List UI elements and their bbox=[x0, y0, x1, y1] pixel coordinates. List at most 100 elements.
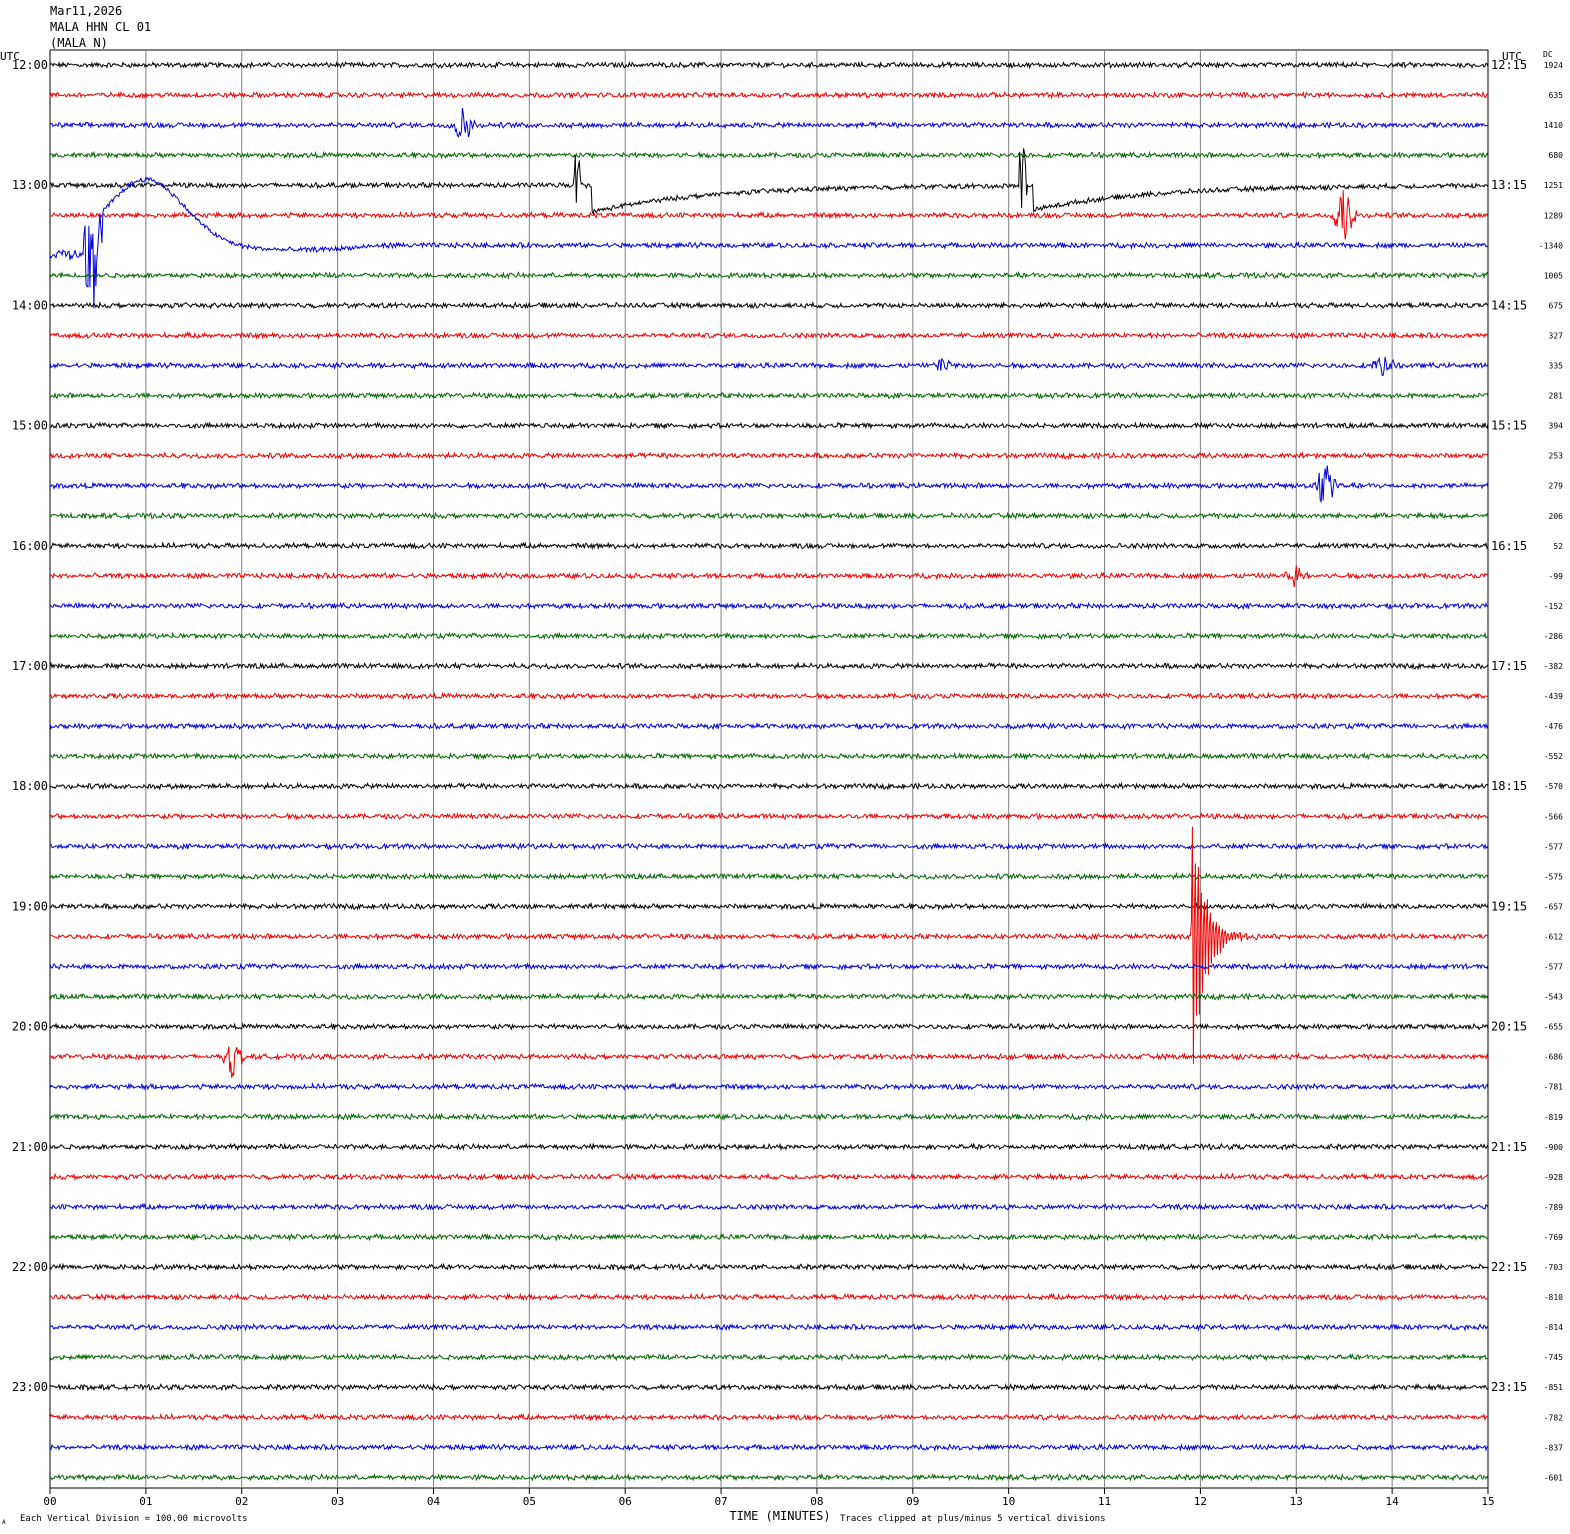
trace-line bbox=[49, 1022, 1489, 1032]
dc-offset-label: 281 bbox=[1549, 392, 1564, 401]
x-axis-label: TIME (MINUTES) bbox=[729, 1509, 830, 1523]
trace-line bbox=[49, 107, 1489, 138]
x-tick-label: 15 bbox=[1481, 1495, 1494, 1508]
dc-offset-label: 1410 bbox=[1544, 121, 1563, 130]
trace-line bbox=[49, 1142, 1489, 1152]
dc-offset-label: 253 bbox=[1549, 452, 1564, 461]
trace-line bbox=[49, 300, 1489, 310]
right-time-label: 14:15 bbox=[1491, 298, 1527, 312]
trace-line bbox=[49, 991, 1489, 1001]
left-time-label: 15:00 bbox=[12, 419, 48, 433]
x-tick-label: 05 bbox=[523, 1495, 536, 1508]
trace-line bbox=[49, 811, 1489, 821]
right-time-label: 23:15 bbox=[1491, 1380, 1527, 1394]
dc-offset-label: 394 bbox=[1549, 422, 1564, 431]
trace-line bbox=[49, 661, 1489, 671]
trace-line bbox=[49, 60, 1489, 70]
left-time-label: 17:00 bbox=[12, 659, 48, 673]
right-time-label: 21:15 bbox=[1491, 1140, 1527, 1154]
dc-offset-label: -789 bbox=[1544, 1203, 1563, 1212]
trace-line bbox=[49, 1112, 1489, 1122]
dc-offset-label: 1924 bbox=[1544, 61, 1563, 70]
dc-offset-label: -612 bbox=[1544, 932, 1563, 941]
dc-offset-label: -570 bbox=[1544, 782, 1563, 791]
right-time-label: 17:15 bbox=[1491, 659, 1527, 673]
dc-offset-label: -286 bbox=[1544, 632, 1563, 641]
dc-offset-label: -152 bbox=[1544, 602, 1563, 611]
x-tick-label: 09 bbox=[906, 1495, 919, 1508]
left-time-label: 13:00 bbox=[12, 178, 48, 192]
x-tick-label: 10 bbox=[1002, 1495, 1015, 1508]
dc-offset-label: -655 bbox=[1544, 1023, 1563, 1032]
trace-line bbox=[49, 1046, 1489, 1078]
x-tick-label: 12 bbox=[1194, 1495, 1207, 1508]
trace-line bbox=[49, 1082, 1489, 1092]
right-time-label: 18:15 bbox=[1491, 779, 1527, 793]
x-tick-label: 08 bbox=[810, 1495, 823, 1508]
trace-line bbox=[49, 356, 1489, 377]
right-time-label: 16:15 bbox=[1491, 539, 1527, 553]
trace-line bbox=[49, 1382, 1489, 1392]
dc-offset-label: -814 bbox=[1544, 1323, 1563, 1332]
trace-line bbox=[49, 841, 1489, 851]
right-time-label: 13:15 bbox=[1491, 178, 1527, 192]
dc-offset-label: -851 bbox=[1544, 1383, 1563, 1392]
dc-offset-label: -928 bbox=[1544, 1173, 1563, 1182]
trace-line bbox=[49, 190, 1489, 240]
right-time-label: 19:15 bbox=[1491, 899, 1527, 913]
dc-offset-label: -476 bbox=[1544, 722, 1563, 731]
dc-offset-label: -566 bbox=[1544, 812, 1563, 821]
trace-line bbox=[49, 751, 1489, 761]
trace-line bbox=[49, 421, 1489, 430]
dc-offset-label: -543 bbox=[1544, 993, 1563, 1002]
dc-offset-label: -900 bbox=[1544, 1143, 1563, 1152]
trace-line bbox=[49, 451, 1489, 461]
right-utc-label: UTC bbox=[1502, 50, 1522, 63]
footer-marker: A bbox=[2, 1519, 6, 1526]
trace-line bbox=[49, 1443, 1489, 1452]
left-time-label: 14:00 bbox=[12, 298, 48, 312]
trace-line bbox=[49, 1412, 1489, 1422]
trace-line bbox=[49, 175, 1489, 309]
trace-line bbox=[49, 565, 1489, 588]
left-utc-label: UTC bbox=[0, 50, 20, 63]
dc-offset-label: 335 bbox=[1549, 362, 1564, 371]
trace-line bbox=[49, 1262, 1489, 1272]
trace-line bbox=[49, 331, 1489, 340]
dc-offset-label: -769 bbox=[1544, 1233, 1563, 1242]
dc-offset-label: -99 bbox=[1549, 572, 1564, 581]
dc-offset-label: -819 bbox=[1544, 1113, 1563, 1122]
left-time-label: 22:00 bbox=[12, 1260, 48, 1274]
dc-offset-label: 327 bbox=[1549, 331, 1564, 340]
scale-note: Each Vertical Division = 100.00 microvol… bbox=[20, 1514, 248, 1524]
dc-offset-label: -1340 bbox=[1539, 241, 1563, 250]
dc-offset-label: -552 bbox=[1544, 752, 1563, 761]
left-time-label: 19:00 bbox=[12, 899, 48, 913]
right-time-label: 12:15 bbox=[1491, 58, 1527, 72]
header-network: (MALA N) bbox=[50, 36, 108, 50]
trace-line bbox=[49, 691, 1489, 701]
dc-offset-label: 680 bbox=[1549, 151, 1564, 160]
x-tick-label: 11 bbox=[1098, 1495, 1111, 1508]
right-time-label: 20:15 bbox=[1491, 1020, 1527, 1034]
left-time-label: 20:00 bbox=[12, 1020, 48, 1034]
dc-offset-label: 1251 bbox=[1544, 181, 1563, 190]
trace-line bbox=[49, 1172, 1489, 1182]
trace-line bbox=[49, 1322, 1489, 1332]
dc-offset-label: -837 bbox=[1544, 1443, 1563, 1452]
x-tick-label: 00 bbox=[43, 1495, 56, 1508]
trace-line bbox=[49, 541, 1489, 551]
dc-offset-label: -575 bbox=[1544, 872, 1563, 881]
trace-line bbox=[49, 511, 1489, 521]
x-tick-label: 03 bbox=[331, 1495, 344, 1508]
left-time-label: 23:00 bbox=[12, 1380, 48, 1394]
x-tick-label: 14 bbox=[1386, 1495, 1400, 1508]
header-station: MALA HHN CL 01 bbox=[50, 20, 152, 34]
x-tick-label: 01 bbox=[139, 1495, 152, 1508]
x-tick-label: 02 bbox=[235, 1495, 248, 1508]
left-time-label: 18:00 bbox=[12, 779, 48, 793]
trace-line bbox=[49, 1232, 1489, 1242]
trace-line bbox=[49, 826, 1489, 1064]
dc-offset-label: -657 bbox=[1544, 902, 1563, 911]
